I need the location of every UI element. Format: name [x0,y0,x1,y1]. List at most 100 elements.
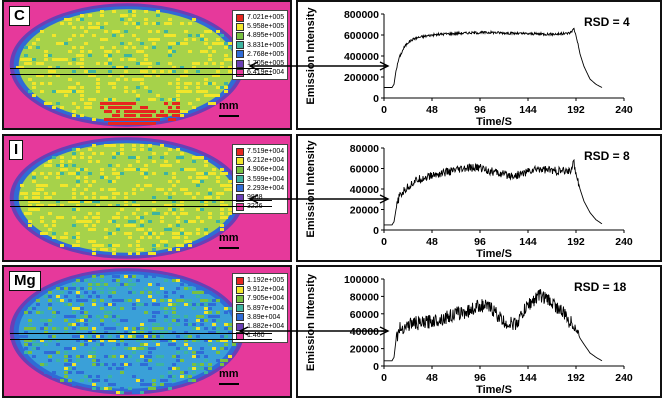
legend-value: 9.912e+004 [247,286,285,294]
element-label: Mg [9,271,41,291]
x-tick-label: 96 [474,236,486,248]
legend-value: 3.831e+005 [247,41,285,49]
y-tick-label: 0 [373,225,379,237]
x-tick-label: 240 [615,104,633,116]
x-tick-label: 48 [426,236,438,248]
legend-entry: 6.212e+004 [236,156,284,165]
legend-value: 7.519e+004 [247,148,285,155]
legend-value: 1.705e+005 [247,60,285,68]
legend-swatch [236,322,244,331]
legend-entry: 9.912e+004 [236,285,284,294]
scale-bar [219,115,239,117]
legend-swatch [236,193,244,202]
scale-label: mm [219,100,239,112]
legend-value: 5.958e+005 [247,23,285,31]
x-tick-label: 0 [381,104,387,116]
scale-label: mm [219,368,239,380]
legend-value: 3.89e+004 [247,313,281,321]
legend-swatch [236,68,244,77]
legend-swatch [236,313,244,322]
emission-chart-c: 0 200000 400000 600000 800000 0 48 96 144 192 240 T… [296,0,662,130]
profile-line [10,200,272,207]
y-axis-title: Emission Intensity [305,7,317,105]
legend-value: 5.897e+004 [247,304,285,312]
y-tick-label: 40000 [350,184,379,196]
emission-trace [384,158,603,226]
x-axis-title: Time/S [476,248,512,260]
y-tick-label: 600000 [344,30,379,42]
x-tick-label: 192 [567,236,585,248]
legend-entry: 7.519e+004 [236,147,284,156]
legend-swatch [236,41,244,50]
x-tick-label: 96 [474,104,486,116]
legend-entry: 4.906e+004 [236,165,284,174]
emission-trace [384,27,603,88]
x-tick-label: 240 [615,236,633,248]
y-tick-label: 0 [373,93,379,105]
chart-svg: 0 20000 40000 60000 80000 100000 0 48 96 144 192 24… [305,273,633,396]
y-tick-label: 40000 [350,326,379,338]
y-tick-label: 0 [373,361,379,373]
legend-entry: 4.895e+005 [236,31,284,40]
y-tick-label: 60000 [350,309,379,321]
x-axis-title: Time/S [476,116,512,128]
y-tick-label: 80000 [350,291,379,303]
y-tick-label: 100000 [344,274,379,286]
y-tick-label: 20000 [350,205,379,217]
legend-swatch [236,22,244,31]
legend-swatch [236,304,244,313]
scale-bar [219,247,239,249]
legend-entry: 7.021e+005 [236,13,284,22]
legend-value: 1.460 [247,332,265,340]
x-tick-label: 48 [426,372,438,384]
legend-entry: 5.958e+005 [236,22,284,31]
x-tick-label: 96 [474,372,486,384]
intensity-map [4,267,290,396]
y-tick-label: 400000 [344,51,379,63]
x-tick-label: 144 [519,372,537,384]
legend-entry: 3.599e+004 [236,175,284,184]
map-panel-i: I 7.519e+004 6.212e+004 4.906e+004 3.599e+00… [2,134,292,262]
legend-value: 7.021e+005 [247,14,285,21]
color-legend: 7.519e+004 6.212e+004 4.906e+004 3.599e+004… [232,144,289,215]
y-tick-label: 800000 [344,9,379,21]
rsd-label: RSD = 4 [584,15,630,29]
legend-value: 2.768e+005 [247,50,285,58]
map-panel-mg: Mg 1.192e+005 9.912e+004 7.905e+004 5.897e+0… [2,265,292,398]
x-tick-label: 192 [567,104,585,116]
legend-swatch [236,166,244,174]
legend-entry: 3.831e+005 [236,41,284,50]
legend-entry: 7.905e+004 [236,294,284,303]
chart-svg: 0 200000 400000 600000 800000 0 48 96 144 192 240 T… [305,7,633,128]
x-tick-label: 0 [381,372,387,384]
x-tick-label: 144 [519,236,537,248]
scale-label: mm [219,232,239,244]
legend-value: 2.293e+004 [247,184,285,192]
legend-swatch [236,175,244,184]
legend-value: 6.212e+004 [247,157,285,165]
x-tick-label: 240 [615,372,633,384]
x-tick-label: 192 [567,372,585,384]
legend-value: 1.192e+005 [247,277,285,284]
legend-entry: 5.897e+004 [236,304,284,313]
y-tick-label: 20000 [350,344,379,356]
legend-entry: 1.705e+005 [236,59,284,68]
legend-swatch [236,59,244,68]
legend-swatch [236,295,244,303]
legend-swatch [236,32,244,40]
x-axis-title: Time/S [476,384,512,396]
legend-swatch [236,156,244,165]
legend-swatch [236,276,244,285]
legend-swatch [236,285,244,294]
legend-entry: 6.419e+004 [236,68,284,77]
legend-swatch [236,13,244,22]
element-label: C [9,6,30,26]
legend-entry: 1.192e+005 [236,276,284,285]
emission-trace [384,289,603,362]
color-legend: 7.021e+005 5.958e+005 4.895e+005 3.831e+005… [232,10,289,81]
legend-value: 4.895e+005 [247,32,285,40]
emission-chart-i: 0 20000 40000 60000 80000 0 48 96 144 192 240 Time/… [296,134,662,262]
y-tick-label: 60000 [350,164,379,176]
legend-entry: 1.882e+004 [236,322,284,331]
profile-line [10,333,272,340]
